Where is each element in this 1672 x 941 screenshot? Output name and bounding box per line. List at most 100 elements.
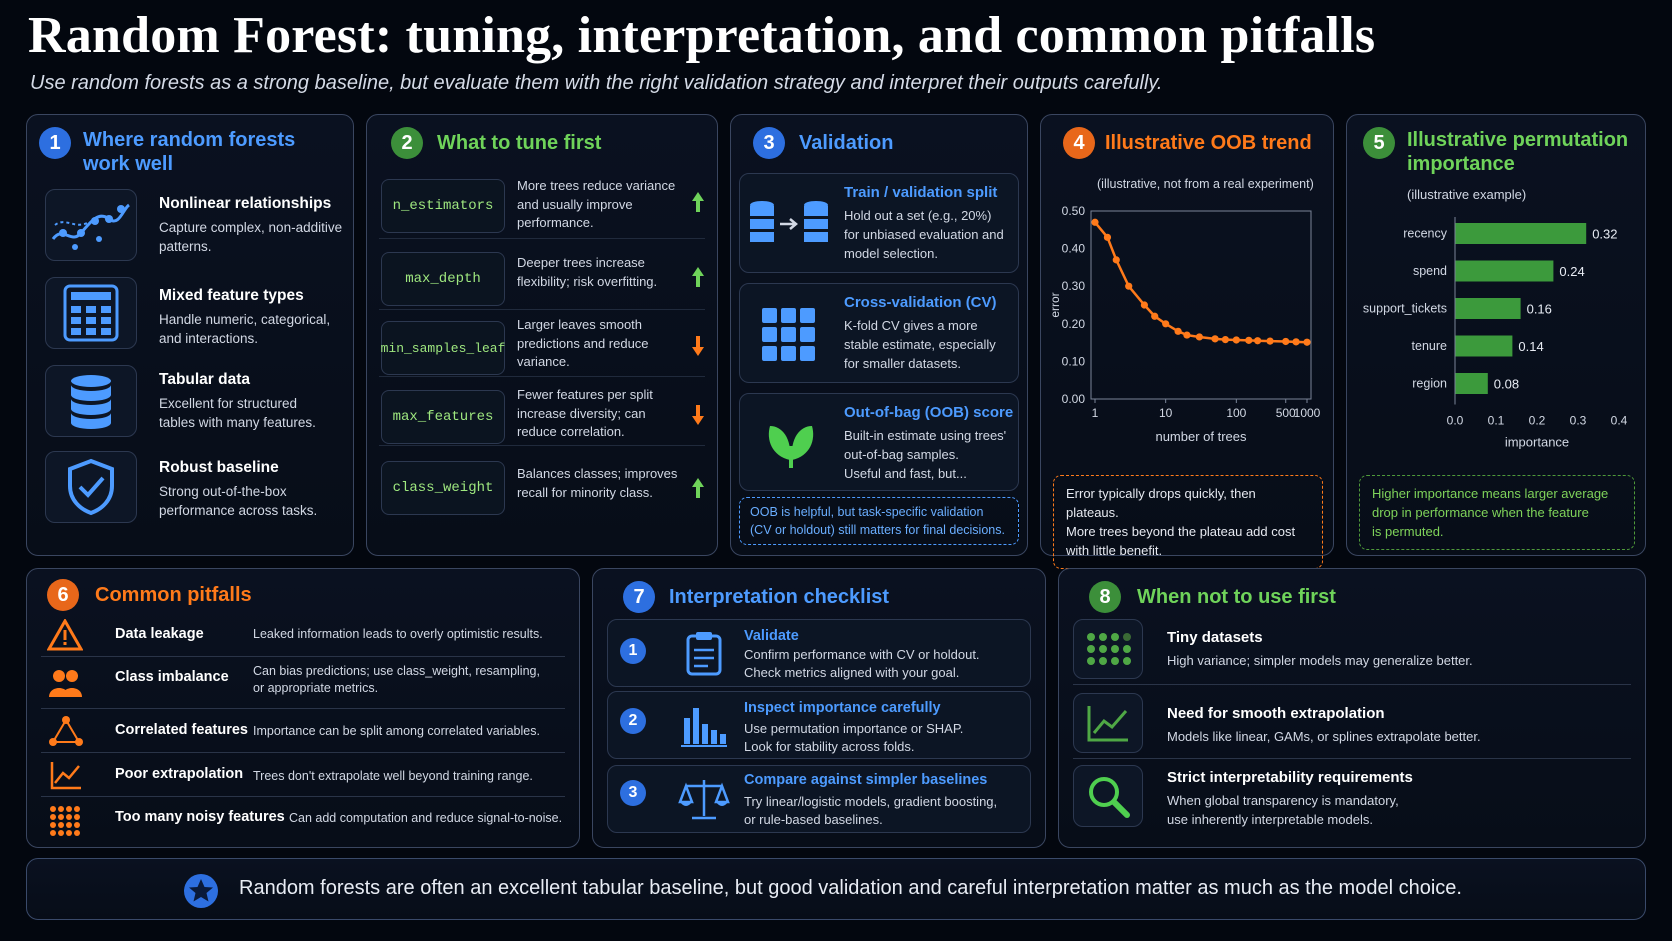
card-desc: K-fold CV gives a more stable estimate, e… xyxy=(844,318,996,371)
card-title: Out-of-bag (OOB) score xyxy=(844,404,1014,421)
param-desc: Fewer features per split increase diversi… xyxy=(517,387,653,439)
page-title: Random Forest: tuning, interpretation, a… xyxy=(28,7,1376,64)
param-desc: Larger leaves smooth predictions and redu… xyxy=(517,317,649,369)
x-tick-label: 0.2 xyxy=(1529,414,1546,428)
y-tick-label: 0.00 xyxy=(1062,392,1086,406)
pitfall-title: Poor extrapolation xyxy=(115,766,244,782)
pitfall-desc: Leaked information leads to overly optim… xyxy=(253,627,543,641)
oob-point xyxy=(1112,256,1120,264)
bar-value-label: 0.16 xyxy=(1527,302,1552,317)
item-title: Need for smooth extrapolation xyxy=(1167,705,1385,722)
item-desc: When global transparency is mandatory, us… xyxy=(1167,793,1399,827)
importance-bar xyxy=(1455,373,1488,394)
pitfall-desc: Importance can be split among correlated… xyxy=(253,724,540,738)
check-title: Compare against simpler baselines xyxy=(744,772,988,788)
x-tick-label: 0.4 xyxy=(1611,414,1628,428)
importance-bar xyxy=(1455,223,1587,244)
chart-caption: (illustrative example) xyxy=(1407,187,1527,202)
oob-point xyxy=(1232,336,1240,344)
trend-line-icon xyxy=(1073,693,1143,753)
param-row: max_features Fewer features per split inc… xyxy=(379,382,705,446)
panel-what-to-tune: 2 What to tune first n_estimators More t… xyxy=(366,114,718,556)
bar-chart-icon xyxy=(680,704,728,753)
oob-point xyxy=(1140,301,1148,309)
oob-point xyxy=(1254,337,1262,345)
check-title: Validate xyxy=(744,628,799,644)
panel-title: Illustrative OOB trend xyxy=(1105,132,1312,154)
item-title: Nonlinear relationships xyxy=(159,195,332,212)
oob-note: OOB is helpful, but task-specific valida… xyxy=(739,497,1019,545)
oob-trend-note: Error typically drops quickly, then plat… xyxy=(1053,475,1323,569)
x-tick-label: 10 xyxy=(1159,406,1173,420)
item-desc: High variance; simpler models may genera… xyxy=(1167,653,1473,668)
pitfall-title: Too many noisy features xyxy=(115,809,285,825)
pitfall-item: Too many noisy features Can add computat… xyxy=(41,797,565,841)
importance-bar xyxy=(1455,298,1521,319)
importance-note: Higher importance means larger average dr… xyxy=(1359,475,1635,550)
oob-point xyxy=(1151,312,1159,320)
oob-point xyxy=(1125,282,1133,290)
y-tick-label: 0.30 xyxy=(1062,279,1086,293)
param-row: n_estimators More trees reduce variance a… xyxy=(379,175,705,239)
y-axis-label: error xyxy=(1048,292,1062,317)
pitfall-item: Poor extrapolation Trees don't extrapola… xyxy=(41,753,565,797)
y-tick-label: 0.40 xyxy=(1062,242,1086,256)
star-icon xyxy=(183,873,219,914)
trend-line-icon xyxy=(49,759,83,796)
panel-number: 3 xyxy=(753,127,785,159)
oob-point xyxy=(1245,336,1253,344)
item-desc: Models like linear, GAMs, or splines ext… xyxy=(1167,729,1481,744)
item-desc: Capture complex, non-additive patterns. xyxy=(159,220,343,254)
panel-number: 7 xyxy=(623,581,655,613)
y-tick-label: 0.50 xyxy=(1062,204,1086,218)
bar-value-label: 0.14 xyxy=(1518,339,1543,354)
x-tick-label: 0.3 xyxy=(1570,414,1587,428)
oob-series-line xyxy=(1094,221,1308,344)
x-tick-label: 0.0 xyxy=(1447,414,1464,428)
item-title: Mixed feature types xyxy=(159,287,304,304)
grid-blocks-icon xyxy=(760,306,818,369)
step-number: 2 xyxy=(620,708,646,734)
panel-common-pitfalls: 6 Common pitfalls Data leakage Leaked in… xyxy=(26,568,580,848)
x-axis-label: importance xyxy=(1505,435,1569,450)
param-desc: Deeper trees increase flexibility; risk o… xyxy=(517,255,658,289)
x-tick-label: 1 xyxy=(1092,406,1099,420)
oob-point xyxy=(1162,320,1170,328)
panel-validation: 3 Validation Train / validation split Ho… xyxy=(730,114,1028,556)
when-not-item: Tiny datasets High variance; simpler mod… xyxy=(1073,615,1631,685)
item-title: Tiny datasets xyxy=(1167,629,1263,646)
users-icon xyxy=(47,667,83,704)
x-axis-label: number of trees xyxy=(1155,429,1247,444)
bar-value-label: 0.32 xyxy=(1592,227,1617,242)
pitfall-title: Class imbalance xyxy=(115,669,229,685)
check-desc: Use permutation importance or SHAP. Look … xyxy=(744,721,964,754)
card-title: Train / validation split xyxy=(844,184,998,201)
bar-category-label: recency xyxy=(1403,227,1448,241)
leaf-icon xyxy=(764,416,818,475)
oob-point xyxy=(1195,333,1203,341)
checklist-item: 2 Inspect importance carefully Use permu… xyxy=(607,691,1031,759)
oob-point xyxy=(1221,335,1229,344)
panel-title: When not to use first xyxy=(1137,586,1336,608)
oob-point xyxy=(1091,218,1099,226)
pitfall-title: Correlated features xyxy=(115,722,248,738)
pitfall-item: Class imbalance Can bias predictions; us… xyxy=(41,657,565,709)
param-name: min_samples_leaf xyxy=(381,321,505,375)
oob-point xyxy=(1103,233,1112,241)
bar-category-label: support_tickets xyxy=(1363,302,1447,316)
importance-bar xyxy=(1455,335,1513,357)
table-grid-icon xyxy=(45,277,137,349)
footer-text: Random forests are often an excellent ta… xyxy=(239,877,1462,899)
clipboard-icon xyxy=(684,630,724,681)
importance-bar-chart: recency 0.32 spend 0.24 support_tickets 0.16 t… xyxy=(1363,217,1628,450)
panel-number: 6 xyxy=(47,579,79,611)
check-desc: Confirm performance with CV or holdout. C… xyxy=(744,647,980,680)
param-desc: More trees reduce variance and usually im… xyxy=(517,178,676,230)
panel-oob-trend: 4 Illustrative OOB trend (illustrative, … xyxy=(1040,114,1334,569)
item-desc: Handle numeric, categorical, and interact… xyxy=(159,312,331,346)
bar-category-label: tenure xyxy=(1412,339,1447,353)
y-tick-label: 0.10 xyxy=(1062,354,1086,368)
panel-title: Illustrative permutation importance xyxy=(1407,129,1629,175)
bar-value-label: 0.08 xyxy=(1494,377,1519,392)
pitfall-desc: Can add computation and reduce signal-to… xyxy=(289,811,563,825)
